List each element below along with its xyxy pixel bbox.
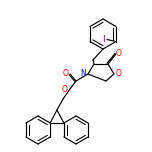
Text: O: O — [116, 48, 122, 57]
Text: O: O — [63, 69, 69, 78]
Text: I: I — [102, 35, 104, 44]
Text: N: N — [80, 69, 86, 78]
Text: O: O — [116, 69, 122, 78]
Text: O: O — [62, 85, 68, 93]
